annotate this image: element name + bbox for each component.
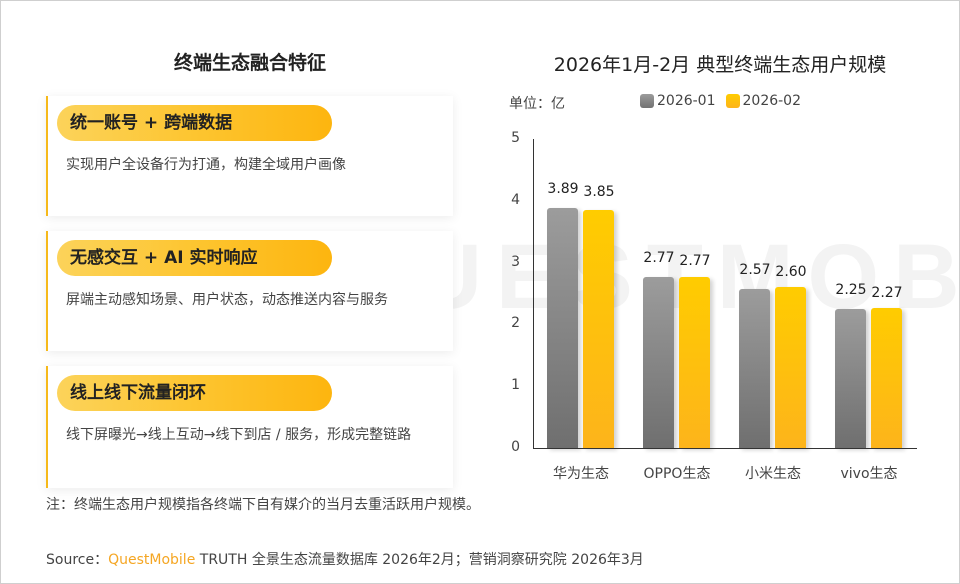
- legend-item-2026-01: 2026-01: [640, 93, 716, 109]
- x-tick-label: vivo生态: [840, 466, 898, 482]
- bar-xiaomi-2026-01: [739, 289, 770, 448]
- x-tick-label: 华为生态: [553, 466, 609, 482]
- chart-legend: 2026-01 2026-02: [640, 93, 811, 109]
- feature-card: 统一账号 + 跨端数据 实现用户全设备行为打通，构建全域用户画像: [46, 96, 453, 216]
- feature-card: 线上线下流量闭环 线下屏曝光→线上互动→线下到店 / 服务，形成完整链路: [46, 366, 453, 488]
- value-label: 3.89: [547, 181, 579, 197]
- y-tick: 5: [511, 130, 520, 146]
- x-tick-label: 小米生态: [745, 466, 801, 482]
- value-label: 2.77: [679, 253, 711, 269]
- source-line: Source：QuestMobile TRUTH 全景生态流量数据库 2026年…: [46, 549, 644, 569]
- y-tick: 3: [511, 254, 520, 270]
- bar-xiaomi-2026-02: [775, 287, 806, 448]
- bar-vivo-2026-01: [835, 309, 866, 448]
- legend-swatch-gray-icon: [640, 94, 654, 108]
- x-axis: [533, 448, 917, 449]
- value-label: 2.60: [775, 264, 807, 280]
- value-label: 2.25: [835, 282, 867, 298]
- feature-description: 屏端主动感知场景、用户状态，动态推送内容与服务: [66, 292, 388, 308]
- value-label: 2.77: [643, 250, 675, 266]
- x-tick-label: OPPO生态: [643, 466, 711, 482]
- bar-huawei-2026-01: [547, 208, 578, 448]
- legend-swatch-yellow-icon: [725, 94, 740, 108]
- y-tick: 2: [511, 315, 520, 331]
- y-tick: 0: [511, 439, 520, 455]
- source-brand: QuestMobile: [108, 552, 196, 568]
- bar-huawei-2026-02: [583, 210, 614, 448]
- feature-heading: 无感交互 + AI 实时响应: [57, 240, 332, 276]
- value-label: 3.85: [583, 184, 615, 200]
- source-prefix: Source：: [46, 552, 109, 568]
- footnote: 注：终端生态用户规模指各终端下自有媒介的当月去重活跃用户规模。: [46, 497, 480, 513]
- unit-label: 单位：亿: [509, 96, 565, 112]
- source-rest: TRUTH 全景生态流量数据库 2026年2月；营销洞察研究院 2026年3月: [195, 552, 644, 568]
- legend-label: 2026-02: [742, 93, 802, 109]
- feature-card: 无感交互 + AI 实时响应 屏端主动感知场景、用户状态，动态推送内容与服务: [46, 231, 453, 351]
- y-axis: [533, 139, 534, 449]
- left-panel-title: 终端生态融合特征: [173, 52, 326, 74]
- bar-vivo-2026-02: [871, 308, 902, 448]
- chart-title: 2026年1月-2月 典型终端生态用户规模: [553, 54, 887, 76]
- legend-item-2026-02: 2026-02: [725, 93, 802, 109]
- value-label: 2.57: [739, 262, 771, 278]
- value-label: 2.27: [871, 285, 903, 301]
- feature-description: 实现用户全设备行为打通，构建全域用户画像: [66, 157, 346, 173]
- legend-label: 2026-01: [657, 93, 716, 109]
- y-tick: 1: [511, 377, 520, 393]
- y-tick: 4: [511, 192, 520, 208]
- bar-oppo-2026-02: [679, 277, 710, 448]
- feature-description: 线下屏曝光→线上互动→线下到店 / 服务，形成完整链路: [66, 427, 412, 443]
- bar-oppo-2026-01: [643, 277, 674, 448]
- feature-heading: 线上线下流量闭环: [57, 375, 332, 411]
- feature-heading: 统一账号 + 跨端数据: [57, 105, 332, 141]
